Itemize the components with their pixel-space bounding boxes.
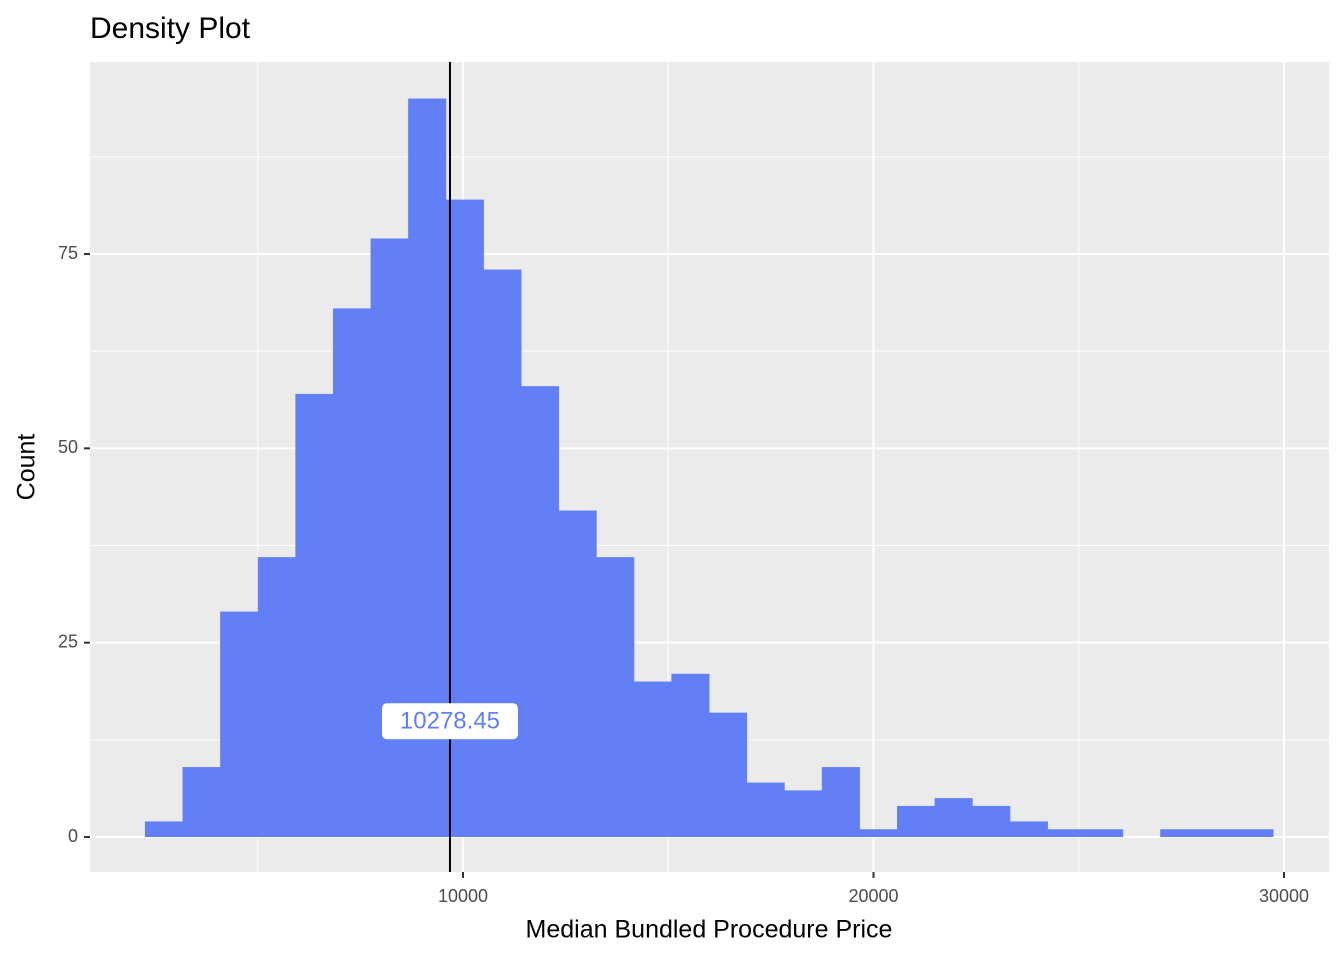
bar — [1160, 829, 1199, 838]
annotation-box — [381, 703, 518, 740]
bar — [182, 767, 221, 838]
bar — [257, 557, 296, 838]
x-tick-label: 30000 — [1259, 886, 1309, 906]
bar — [633, 681, 672, 838]
bar — [520, 386, 560, 838]
y-axis-title: Count — [13, 434, 41, 501]
x-axis-title: Median Bundled Procedure Price — [526, 916, 893, 944]
x-tick-label: 10000 — [438, 886, 488, 906]
bar — [709, 712, 748, 838]
bar — [596, 557, 635, 838]
bar — [859, 829, 898, 838]
y-tick-label: 0 — [68, 826, 78, 846]
y-tick-label: 75 — [58, 243, 78, 263]
bar — [1009, 821, 1048, 838]
bar — [784, 790, 823, 838]
bar — [1197, 829, 1236, 838]
bar — [1235, 829, 1274, 838]
chart-title: Density Plot — [90, 12, 251, 45]
bar — [483, 269, 522, 838]
bar — [934, 798, 973, 838]
y-tick-label: 50 — [58, 437, 78, 457]
bar — [220, 611, 259, 838]
bar — [746, 782, 785, 838]
bar — [370, 238, 409, 838]
bar — [1085, 829, 1124, 838]
bar — [295, 393, 334, 838]
bar — [445, 199, 484, 838]
bar — [558, 510, 597, 838]
bar — [671, 673, 710, 838]
bar — [897, 805, 936, 838]
bar — [821, 767, 860, 838]
y-tick-label: 25 — [58, 631, 78, 651]
bar — [1047, 829, 1086, 838]
x-tick-label: 20000 — [848, 886, 898, 906]
annotation-label: 10278.45 — [400, 708, 500, 735]
bar — [972, 805, 1011, 838]
bar — [332, 308, 372, 838]
bar — [144, 821, 184, 838]
